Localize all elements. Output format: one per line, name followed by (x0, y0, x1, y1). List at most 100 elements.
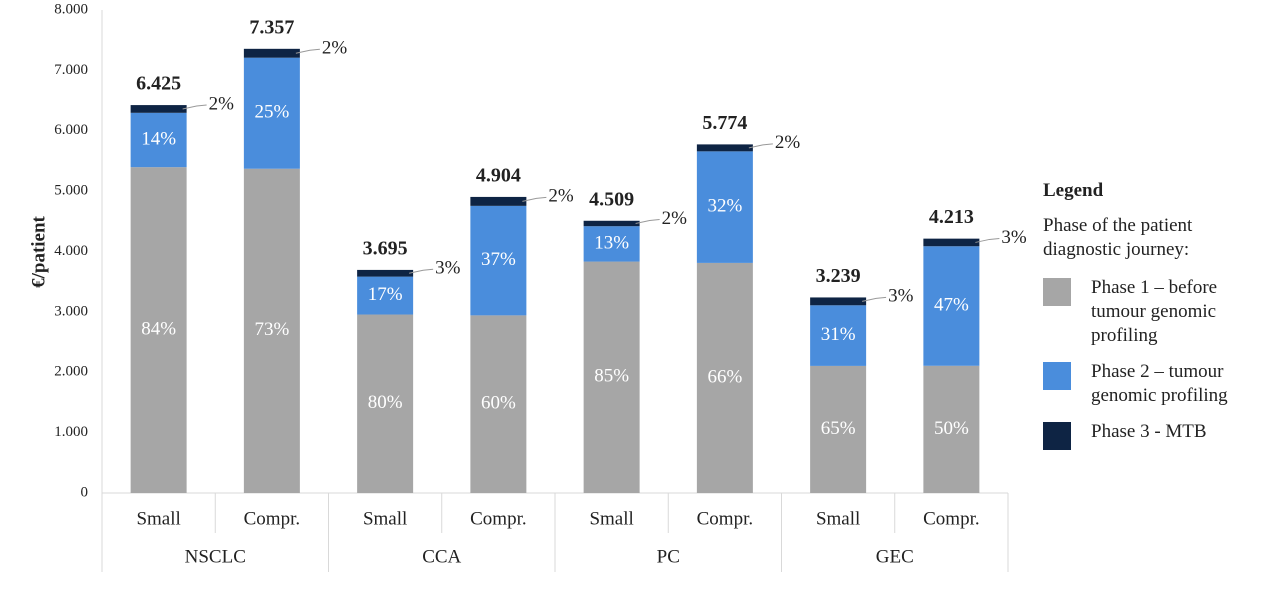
segment-label: 3% (888, 286, 914, 307)
legend-label: Phase 1 – before tumour genomic profilin… (1091, 277, 1218, 346)
leader-line (182, 104, 207, 110)
bar-segment (243, 48, 300, 58)
segment-label: 32% (707, 195, 742, 216)
x-tick-label: Small (816, 508, 860, 529)
leader-line (635, 218, 660, 224)
total-label: 7.357 (249, 16, 294, 38)
group-label: PC (657, 546, 680, 567)
segment-label: 60% (481, 393, 516, 414)
segment-label: 47% (934, 294, 969, 315)
bar-segment (923, 365, 980, 493)
y-tick-label: 2.000 (54, 364, 88, 380)
legend: Legend Phase of the patient diagnostic j… (1043, 180, 1273, 462)
legend-items: Phase 1 – before tumour genomic profilin… (1043, 276, 1273, 450)
segment-label: 3% (1001, 227, 1027, 248)
bar-segment (810, 305, 867, 366)
bar-segment (696, 262, 753, 493)
bar-segment (810, 297, 867, 306)
leader-line (748, 143, 773, 149)
segment-label: 2% (662, 208, 688, 229)
bar-segment (357, 276, 414, 315)
leader-line (409, 268, 434, 274)
segment-label: 25% (254, 102, 289, 123)
segment-label: 14% (141, 128, 176, 149)
bar-segment (583, 226, 640, 262)
segment-label: 84% (141, 318, 176, 339)
segment-label: 65% (821, 418, 856, 439)
segment-label: 2% (775, 132, 801, 153)
bar-segment (696, 144, 753, 152)
total-label: 3.695 (363, 238, 408, 260)
bar-segment (470, 315, 527, 493)
legend-swatch (1043, 422, 1071, 450)
y-tick-label: 0 (81, 484, 89, 500)
legend-label: Phase 3 - MTB (1091, 421, 1207, 442)
legend-item: Phase 1 – before tumour genomic profilin… (1043, 276, 1273, 348)
segment-label: 37% (481, 249, 516, 270)
total-label: 5.774 (702, 112, 747, 134)
legend-swatch (1043, 362, 1071, 390)
segment-label: 31% (821, 324, 856, 345)
segment-label: 2% (209, 93, 235, 114)
segment-label: 80% (368, 392, 403, 413)
y-tick-label: 7.000 (54, 62, 88, 78)
segment-label: 50% (934, 418, 969, 439)
bar-segment (357, 269, 414, 277)
bar-segment (470, 196, 527, 206)
bar-segment (923, 238, 980, 247)
y-tick-label: 3.000 (54, 303, 88, 319)
legend-title: Legend (1043, 180, 1104, 201)
x-tick-label: Small (363, 508, 407, 529)
x-tick-label: Small (589, 508, 633, 529)
segment-label: 13% (594, 232, 629, 253)
x-tick-label: Compr. (244, 508, 300, 529)
bar-segment (583, 220, 640, 227)
legend-label: Phase 2 – tumour genomic profiling (1091, 361, 1228, 406)
group-label: NSCLC (185, 546, 246, 567)
bar-segment (470, 205, 527, 316)
segment-label: 2% (548, 186, 574, 207)
segment-label: 73% (254, 319, 289, 340)
leader-line (295, 48, 320, 54)
segment-label: 3% (435, 258, 461, 279)
legend-swatch (1043, 278, 1071, 306)
bar-segment (583, 261, 640, 493)
bar-segment (130, 167, 187, 493)
bar-segment (923, 246, 980, 366)
x-tick-label: Compr. (923, 508, 979, 529)
leader-line (522, 196, 547, 202)
group-label: GEC (876, 546, 914, 567)
total-label: 4.904 (476, 165, 521, 187)
total-label: 4.509 (589, 188, 634, 210)
y-tick-label: 6.000 (54, 122, 88, 138)
total-label: 6.425 (136, 73, 181, 95)
bar-segment (810, 365, 867, 493)
x-tick-label: Small (136, 508, 180, 529)
y-tick-label: 8.000 (54, 1, 88, 17)
segment-label: 85% (594, 366, 629, 387)
bar-segment (357, 314, 414, 493)
y-tick-label: 5.000 (54, 183, 88, 199)
bar-segment (243, 168, 300, 493)
total-label: 4.213 (929, 206, 974, 228)
group-label: CCA (422, 546, 461, 567)
leader-line (975, 237, 1000, 243)
leader-line (862, 296, 887, 302)
segment-label: 66% (707, 366, 742, 387)
x-tick-label: Compr. (470, 508, 526, 529)
bar-segment (696, 151, 753, 263)
total-label: 3.239 (816, 265, 861, 287)
segment-label: 2% (322, 38, 348, 59)
legend-item: Phase 3 - MTB (1043, 420, 1273, 450)
y-tick-label: 4.000 (54, 243, 88, 259)
x-tick-label: Compr. (697, 508, 753, 529)
bar-segment (130, 105, 187, 113)
y-tick-label: 1.000 (54, 424, 88, 440)
bar-segment (243, 57, 300, 169)
y-axis-label: €/patient (28, 215, 49, 287)
legend-item: Phase 2 – tumour genomic profiling (1043, 360, 1273, 408)
legend-subtitle: Phase of the patient diagnostic journey: (1043, 215, 1193, 260)
bar-segment (130, 112, 187, 168)
